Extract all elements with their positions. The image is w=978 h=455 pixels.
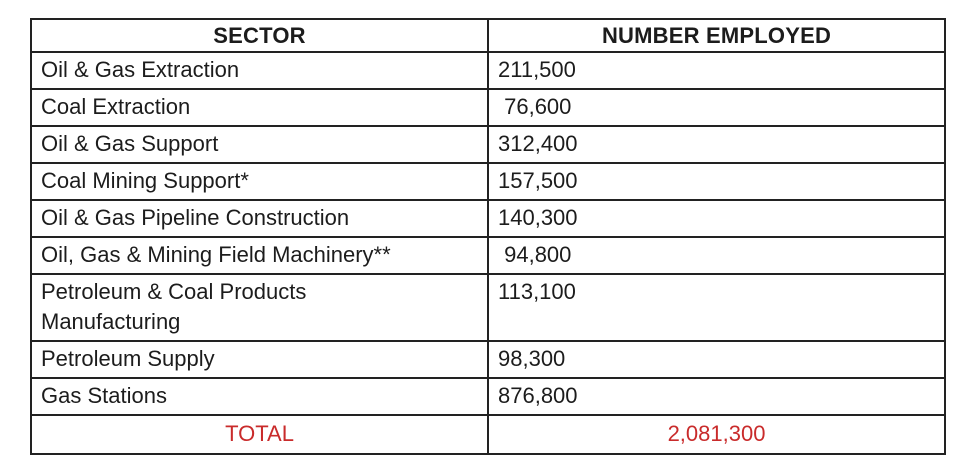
employed-cell: 76,600	[487, 88, 946, 127]
employed-cell: 140,300	[487, 199, 946, 238]
employed-cell: 312,400	[487, 125, 946, 164]
sector-cell: Oil & Gas Extraction	[30, 51, 489, 90]
header-row: SECTOR NUMBER EMPLOYED	[30, 18, 946, 53]
sector-cell: Petroleum Supply	[30, 340, 489, 379]
employment-table-container: SECTOR NUMBER EMPLOYED Oil & Gas Extract…	[30, 18, 946, 455]
total-label: TOTAL	[30, 414, 489, 455]
employed-cell: 211,500	[487, 51, 946, 90]
table-row: Coal Extraction 76,600	[30, 88, 946, 127]
employed-cell: 157,500	[487, 162, 946, 201]
employed-cell: 98,300	[487, 340, 946, 379]
table-row: Oil & Gas Support 312,400	[30, 125, 946, 164]
total-row: TOTAL 2,081,300	[30, 414, 946, 455]
total-value: 2,081,300	[487, 414, 946, 455]
table-row: Petroleum Supply 98,300	[30, 340, 946, 379]
header-sector: SECTOR	[30, 18, 489, 53]
sector-cell: Oil, Gas & Mining Field Machinery**	[30, 236, 489, 275]
employed-cell: 113,100	[487, 273, 946, 342]
table-row: Gas Stations 876,800	[30, 377, 946, 416]
table-row: Oil, Gas & Mining Field Machinery** 94,8…	[30, 236, 946, 275]
sector-cell: Coal Extraction	[30, 88, 489, 127]
sector-cell: Coal Mining Support*	[30, 162, 489, 201]
table-row: Oil & Gas Extraction 211,500	[30, 51, 946, 90]
sector-cell: Petroleum & Coal Products Manufacturing	[30, 273, 489, 342]
employed-cell: 94,800	[487, 236, 946, 275]
sector-cell: Gas Stations	[30, 377, 489, 416]
sector-cell: Oil & Gas Pipeline Construction	[30, 199, 489, 238]
table-row: Oil & Gas Pipeline Construction 140,300	[30, 199, 946, 238]
header-number-employed: NUMBER EMPLOYED	[487, 18, 946, 53]
employed-cell: 876,800	[487, 377, 946, 416]
sector-cell: Oil & Gas Support	[30, 125, 489, 164]
table-row: Petroleum & Coal Products Manufacturing …	[30, 273, 946, 342]
employment-table: SECTOR NUMBER EMPLOYED Oil & Gas Extract…	[30, 18, 946, 455]
table-row: Coal Mining Support* 157,500	[30, 162, 946, 201]
